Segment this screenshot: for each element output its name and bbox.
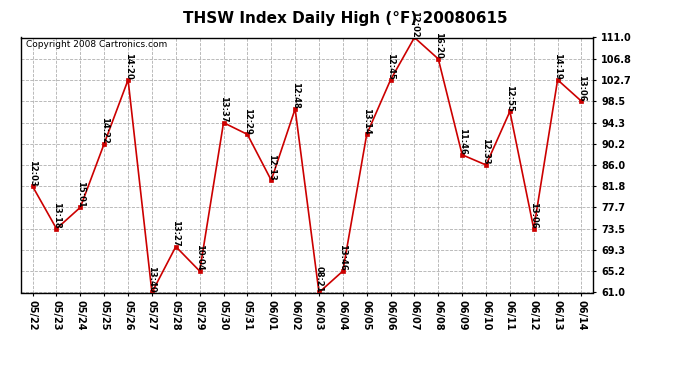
Text: 12:13: 12:13	[267, 153, 276, 180]
Text: 13:18: 13:18	[52, 202, 61, 229]
Text: 12:55: 12:55	[505, 85, 514, 111]
Text: THSW Index Daily High (°F) 20080615: THSW Index Daily High (°F) 20080615	[183, 11, 507, 26]
Text: 12:33: 12:33	[482, 138, 491, 165]
Text: 12:45: 12:45	[386, 53, 395, 80]
Text: Copyright 2008 Cartronics.com: Copyright 2008 Cartronics.com	[26, 40, 168, 49]
Text: 13:37: 13:37	[219, 96, 228, 123]
Text: 12:03: 12:03	[28, 160, 37, 186]
Text: 12:48: 12:48	[290, 82, 299, 109]
Text: 12:02: 12:02	[410, 11, 419, 38]
Text: 14:20: 14:20	[124, 53, 132, 80]
Text: 13:40: 13:40	[148, 266, 157, 292]
Text: 13:14: 13:14	[362, 108, 371, 134]
Text: 13:46: 13:46	[338, 244, 347, 271]
Text: 08:21: 08:21	[315, 266, 324, 292]
Text: 14:22: 14:22	[100, 117, 109, 144]
Text: 11:46: 11:46	[457, 128, 466, 155]
Text: 10:04: 10:04	[195, 244, 204, 271]
Text: 14:19: 14:19	[553, 53, 562, 80]
Text: 15:01: 15:01	[76, 181, 85, 207]
Text: 12:29: 12:29	[243, 108, 252, 134]
Text: 16:20: 16:20	[434, 32, 443, 59]
Text: 13:06: 13:06	[529, 202, 538, 229]
Text: 13:06: 13:06	[577, 75, 586, 101]
Text: 13:27: 13:27	[171, 220, 180, 247]
